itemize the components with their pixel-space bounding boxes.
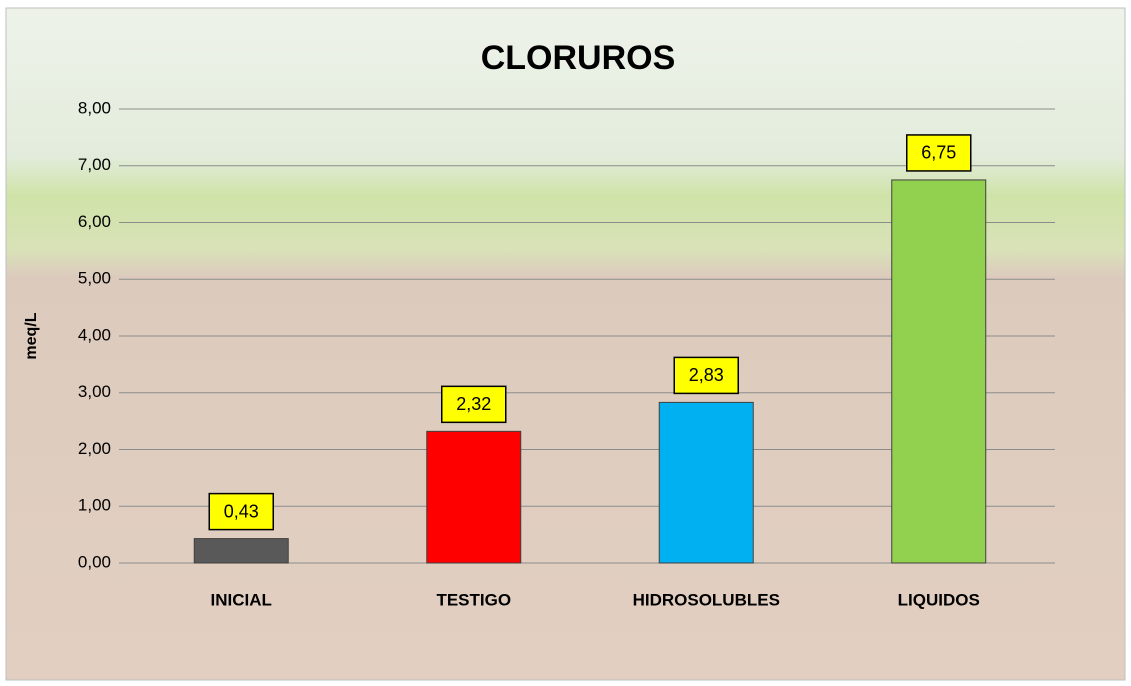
bar <box>659 402 753 563</box>
y-tick-label: 6,00 <box>78 212 111 231</box>
y-tick-label: 3,00 <box>78 382 111 401</box>
value-label: 2,32 <box>456 394 491 414</box>
y-tick-label: 2,00 <box>78 439 111 458</box>
x-tick-label: LIQUIDOS <box>898 590 980 609</box>
value-label: 2,83 <box>689 365 724 385</box>
value-label: 6,75 <box>921 143 956 163</box>
value-label: 0,43 <box>224 501 259 521</box>
bar <box>194 539 288 563</box>
x-tick-label: INICIAL <box>211 590 272 609</box>
y-tick-label: 5,00 <box>78 269 111 288</box>
chart: CLORUROS meq/L 0,00 1,00 2,00 3,00 4,00 5,00 6… <box>0 0 1131 686</box>
y-tick-label: 1,00 <box>78 496 111 515</box>
y-tick-label: 4,00 <box>78 325 111 344</box>
x-tick-label: HIDROSOLUBLES <box>633 590 780 609</box>
y-tick-label: 7,00 <box>78 155 111 174</box>
x-tick-label: TESTIGO <box>436 590 511 609</box>
chart-title: CLORUROS <box>481 39 676 77</box>
bar <box>427 431 521 563</box>
y-axis-label: meq/L <box>23 312 40 359</box>
y-tick-label: 8,00 <box>78 98 111 117</box>
bar <box>892 180 986 563</box>
y-tick-label: 0,00 <box>78 552 111 571</box>
